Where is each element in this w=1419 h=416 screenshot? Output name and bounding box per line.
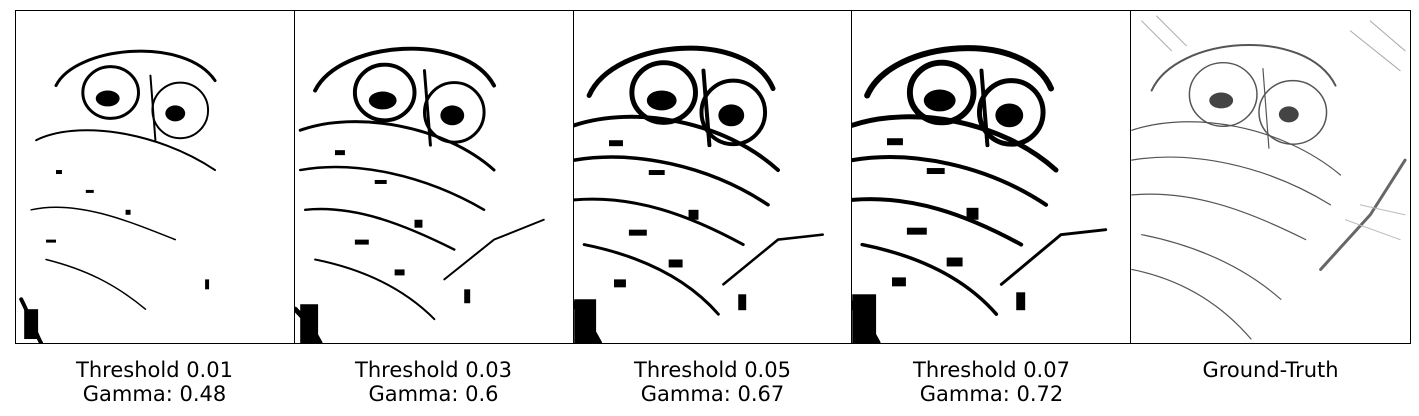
image-strip — [15, 10, 1411, 344]
caption-threshold-0-05: Threshold 0.05 Gamma: 0.67 — [573, 358, 852, 406]
caption-ground-truth: Ground-Truth — [1131, 358, 1410, 406]
caption-title: Threshold 0.03 — [355, 358, 512, 382]
owl-binary-image — [16, 11, 294, 343]
captions-row: Threshold 0.01 Gamma: 0.48 Threshold 0.0… — [15, 358, 1411, 406]
owl-panel-threshold-0-05 — [573, 11, 853, 343]
caption-gamma: Gamma: 0.72 — [919, 382, 1064, 406]
caption-threshold-0-07: Threshold 0.07 Gamma: 0.72 — [852, 358, 1131, 406]
caption-gamma: Gamma: 0.6 — [368, 382, 499, 406]
caption-title: Threshold 0.05 — [634, 358, 791, 382]
owl-panel-threshold-0-01 — [16, 11, 295, 343]
caption-title: Threshold 0.07 — [913, 358, 1070, 382]
caption-title: Threshold 0.01 — [76, 358, 233, 382]
owl-panel-threshold-0-03 — [294, 11, 574, 343]
caption-threshold-0-03: Threshold 0.03 Gamma: 0.6 — [294, 358, 573, 406]
owl-binary-image — [294, 11, 573, 343]
caption-gamma: Gamma: 0.67 — [640, 382, 785, 406]
owl-sketch-image — [1131, 11, 1410, 343]
caption-threshold-0-01: Threshold 0.01 Gamma: 0.48 — [15, 358, 294, 406]
owl-binary-image — [573, 11, 852, 343]
caption-gamma: Gamma: 0.48 — [82, 382, 227, 406]
owl-panel-ground-truth — [1131, 11, 1410, 343]
owl-binary-image — [852, 11, 1130, 343]
caption-title: Ground-Truth — [1202, 358, 1339, 382]
owl-panel-threshold-0-07 — [852, 11, 1132, 343]
